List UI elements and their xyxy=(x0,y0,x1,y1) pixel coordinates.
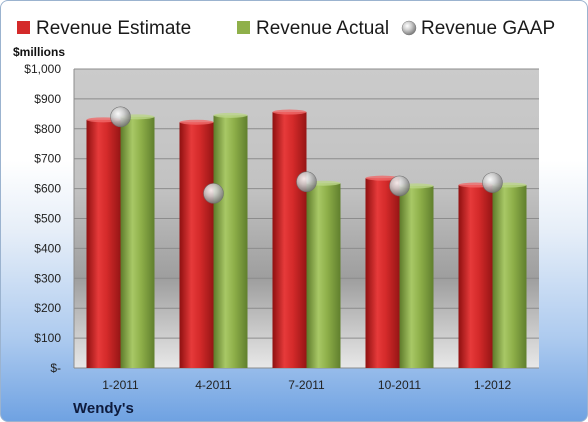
y-tick-label: $900 xyxy=(34,92,61,106)
bar-top-highlight xyxy=(213,112,248,118)
bar-revenue-actual xyxy=(306,183,341,368)
y-tick-label: $600 xyxy=(34,182,61,196)
y-tick-label: $1,000 xyxy=(24,62,61,76)
bar-top-highlight xyxy=(365,175,400,181)
bar-revenue-estimate xyxy=(458,185,493,368)
x-tick-label: 7-2011 xyxy=(288,378,325,392)
y-tick-label: $300 xyxy=(34,271,61,285)
x-tick-labels: 1-2011 4-2011 7-2011 10-2011 1-2012 xyxy=(102,378,511,392)
company-label: Wendy's xyxy=(73,400,134,417)
bar-revenue-estimate xyxy=(86,119,121,368)
marker-revenue-gaap xyxy=(296,171,317,193)
bar-revenue-estimate xyxy=(365,178,400,368)
y-axis-unit-label: $millions xyxy=(13,45,65,59)
bar-top-highlight xyxy=(272,109,307,115)
legend-label: Revenue Actual xyxy=(256,18,389,39)
y-tick-label: $700 xyxy=(34,152,61,166)
x-tick-label: 1-2012 xyxy=(474,378,512,392)
marker-revenue-gaap xyxy=(203,183,224,204)
bar-top-highlight xyxy=(179,119,214,125)
x-tick-label: 1-2011 xyxy=(102,378,139,392)
y-tick-label: $400 xyxy=(34,241,61,255)
x-tick-label: 4-2011 xyxy=(195,378,232,392)
y-tick-label: $500 xyxy=(34,212,61,226)
y-tick-label: $- xyxy=(50,361,61,375)
bar-revenue-actual xyxy=(213,115,248,368)
legend-label: Revenue GAAP xyxy=(421,18,555,39)
marker-revenue-gaap xyxy=(110,106,131,128)
bar-revenue-estimate xyxy=(272,112,307,368)
marker-revenue-gaap xyxy=(482,172,503,193)
marker-revenue-gaap xyxy=(389,175,410,197)
legend: Revenue Estimate Revenue Actual Revenue GA… xyxy=(17,18,555,39)
y-tick-label: $200 xyxy=(34,301,61,315)
legend-swatch xyxy=(401,20,417,36)
bar-revenue-estimate xyxy=(179,122,214,368)
bar-revenue-actual xyxy=(492,185,527,368)
legend-swatch xyxy=(237,21,250,34)
bar-revenue-actual xyxy=(399,185,434,368)
y-tick-label: $100 xyxy=(34,331,61,345)
legend-swatch xyxy=(17,21,30,34)
legend-label: Revenue Estimate xyxy=(36,18,191,39)
bars xyxy=(86,109,527,368)
y-tick-label: $800 xyxy=(34,122,61,136)
bar-revenue-actual xyxy=(120,116,155,368)
gaap-markers xyxy=(110,106,503,204)
y-tick-labels: $- $100 $200 $300 $400 $500 $600 $700 $800 $900 $1… xyxy=(24,62,61,375)
x-tick-label: 10-2011 xyxy=(378,378,421,392)
